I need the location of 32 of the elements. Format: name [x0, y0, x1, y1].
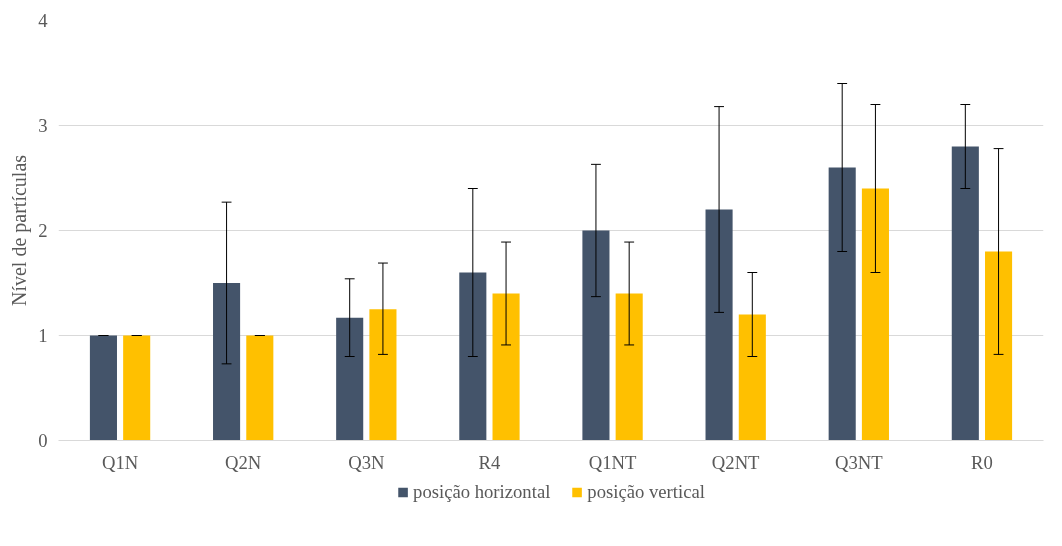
- bar: [828, 167, 856, 441]
- bar: [459, 272, 487, 441]
- y-tick-label: 0: [38, 430, 48, 451]
- bar: [213, 283, 241, 441]
- bar: [615, 293, 643, 441]
- x-tick-label: R4: [478, 451, 501, 473]
- x-tick-label: Q2NT: [711, 451, 761, 473]
- x-tick-label: Q2N: [225, 451, 262, 473]
- bar: [246, 335, 274, 441]
- bar: [582, 230, 610, 441]
- legend-label: posição vertical: [587, 481, 705, 503]
- bar: [492, 293, 520, 441]
- bar: [336, 317, 364, 441]
- bar: [89, 335, 117, 441]
- y-axis-title: Nível de partículas: [8, 154, 32, 307]
- bar: [861, 188, 889, 441]
- x-tick-label: Q1N: [101, 451, 139, 473]
- bar: [123, 335, 151, 441]
- x-tick-label: R0: [971, 451, 993, 473]
- bar: [985, 251, 1013, 441]
- bar: [951, 146, 979, 441]
- y-tick-label: 2: [38, 220, 48, 241]
- x-tick-label: Q3NT: [834, 451, 884, 473]
- bar: [369, 309, 397, 441]
- bar: [705, 209, 733, 441]
- bar: [738, 314, 766, 441]
- y-tick-label: 3: [38, 115, 48, 136]
- x-tick-label: Q3N: [348, 451, 385, 473]
- legend-label: posição horizontal: [413, 481, 551, 503]
- x-tick-label: Q1NT: [588, 451, 637, 473]
- y-tick-label: 1: [38, 325, 48, 346]
- y-tick-label: 4: [38, 10, 49, 31]
